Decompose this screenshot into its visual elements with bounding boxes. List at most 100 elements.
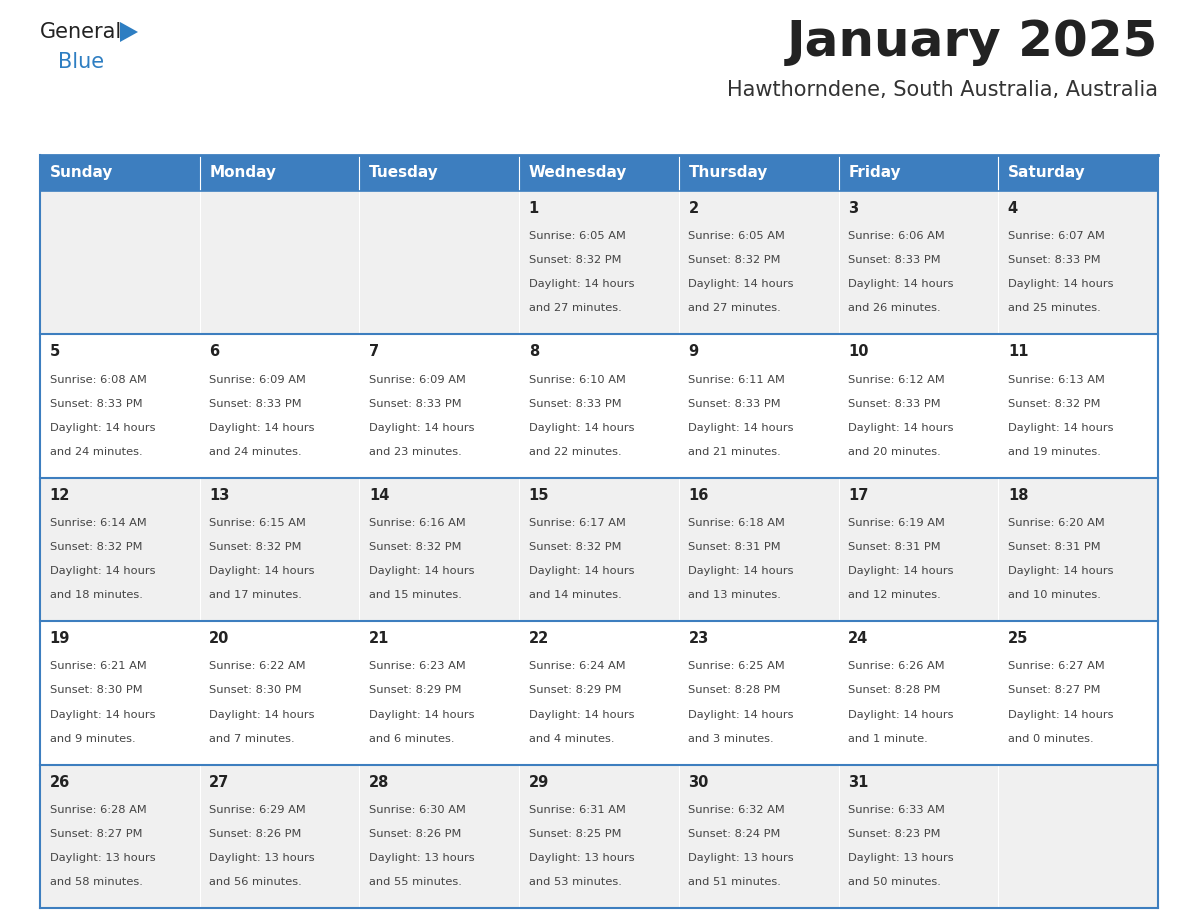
Text: 24: 24 <box>848 632 868 646</box>
Text: Sunset: 8:26 PM: Sunset: 8:26 PM <box>369 829 461 839</box>
Bar <box>40 477 200 621</box>
Text: Sunset: 8:30 PM: Sunset: 8:30 PM <box>50 686 143 696</box>
Text: Daylight: 14 hours: Daylight: 14 hours <box>1007 566 1113 577</box>
Text: and 3 minutes.: and 3 minutes. <box>688 733 775 744</box>
Text: 12: 12 <box>50 487 70 503</box>
Text: 16: 16 <box>688 487 709 503</box>
Text: Sunset: 8:33 PM: Sunset: 8:33 PM <box>209 398 302 409</box>
Text: Sunset: 8:32 PM: Sunset: 8:32 PM <box>529 255 621 265</box>
Text: Wednesday: Wednesday <box>529 165 627 181</box>
Text: Daylight: 13 hours: Daylight: 13 hours <box>369 853 475 863</box>
Text: Daylight: 14 hours: Daylight: 14 hours <box>1007 279 1113 289</box>
Text: 10: 10 <box>848 344 868 360</box>
Text: 19: 19 <box>50 632 70 646</box>
Text: 22: 22 <box>529 632 549 646</box>
Bar <box>40 334 200 477</box>
Bar <box>678 477 839 621</box>
Text: Saturday: Saturday <box>1007 165 1086 181</box>
Text: 13: 13 <box>209 487 229 503</box>
Text: Sunset: 8:27 PM: Sunset: 8:27 PM <box>50 829 143 839</box>
Bar <box>839 477 998 621</box>
Text: and 21 minutes.: and 21 minutes. <box>688 447 782 457</box>
Text: 18: 18 <box>1007 487 1029 503</box>
Text: Sunset: 8:33 PM: Sunset: 8:33 PM <box>50 398 143 409</box>
Bar <box>360 765 519 908</box>
Text: and 13 minutes.: and 13 minutes. <box>688 590 782 600</box>
Text: 30: 30 <box>688 775 709 789</box>
Text: and 19 minutes.: and 19 minutes. <box>1007 447 1101 457</box>
Text: and 20 minutes.: and 20 minutes. <box>848 447 941 457</box>
Bar <box>678 155 839 191</box>
Bar <box>839 765 998 908</box>
Text: 31: 31 <box>848 775 868 789</box>
Text: Sunset: 8:32 PM: Sunset: 8:32 PM <box>1007 398 1100 409</box>
Text: Sunset: 8:33 PM: Sunset: 8:33 PM <box>848 255 941 265</box>
Text: Daylight: 14 hours: Daylight: 14 hours <box>529 422 634 432</box>
Text: Sunset: 8:33 PM: Sunset: 8:33 PM <box>529 398 621 409</box>
Text: and 10 minutes.: and 10 minutes. <box>1007 590 1101 600</box>
Text: Daylight: 13 hours: Daylight: 13 hours <box>688 853 794 863</box>
Text: and 4 minutes.: and 4 minutes. <box>529 733 614 744</box>
Text: Daylight: 14 hours: Daylight: 14 hours <box>209 710 315 720</box>
Bar <box>200 334 360 477</box>
Text: Sunrise: 6:18 AM: Sunrise: 6:18 AM <box>688 518 785 528</box>
Text: 1: 1 <box>529 201 539 216</box>
Text: 21: 21 <box>369 632 390 646</box>
Text: 20: 20 <box>209 632 229 646</box>
Text: and 53 minutes.: and 53 minutes. <box>529 877 621 887</box>
Bar <box>519 191 678 334</box>
Text: Daylight: 14 hours: Daylight: 14 hours <box>848 566 954 577</box>
Text: Sunrise: 6:12 AM: Sunrise: 6:12 AM <box>848 375 944 385</box>
Text: Daylight: 14 hours: Daylight: 14 hours <box>369 422 474 432</box>
Text: and 22 minutes.: and 22 minutes. <box>529 447 621 457</box>
Text: Friday: Friday <box>848 165 901 181</box>
Text: Daylight: 14 hours: Daylight: 14 hours <box>848 710 954 720</box>
Bar <box>200 155 360 191</box>
Text: 23: 23 <box>688 632 709 646</box>
Text: and 55 minutes.: and 55 minutes. <box>369 877 462 887</box>
Text: Thursday: Thursday <box>688 165 767 181</box>
Bar <box>200 477 360 621</box>
Text: Hawthorndene, South Australia, Australia: Hawthorndene, South Australia, Australia <box>727 80 1158 100</box>
Text: 6: 6 <box>209 344 220 360</box>
Text: 26: 26 <box>50 775 70 789</box>
Text: Sunset: 8:26 PM: Sunset: 8:26 PM <box>209 829 302 839</box>
Text: and 1 minute.: and 1 minute. <box>848 733 928 744</box>
Text: Sunset: 8:24 PM: Sunset: 8:24 PM <box>688 829 781 839</box>
Text: Sunset: 8:31 PM: Sunset: 8:31 PM <box>688 542 781 552</box>
Bar <box>519 477 678 621</box>
Text: Sunrise: 6:05 AM: Sunrise: 6:05 AM <box>529 231 626 241</box>
Text: and 15 minutes.: and 15 minutes. <box>369 590 462 600</box>
Bar <box>40 765 200 908</box>
Bar <box>998 191 1158 334</box>
Text: Daylight: 14 hours: Daylight: 14 hours <box>529 279 634 289</box>
Text: 25: 25 <box>1007 632 1029 646</box>
Text: and 24 minutes.: and 24 minutes. <box>209 447 302 457</box>
Text: Sunset: 8:31 PM: Sunset: 8:31 PM <box>1007 542 1100 552</box>
Text: Daylight: 14 hours: Daylight: 14 hours <box>209 566 315 577</box>
Text: Sunset: 8:32 PM: Sunset: 8:32 PM <box>688 255 781 265</box>
Bar <box>360 191 519 334</box>
Text: Daylight: 14 hours: Daylight: 14 hours <box>688 422 794 432</box>
Text: Sunrise: 6:30 AM: Sunrise: 6:30 AM <box>369 805 466 815</box>
Bar <box>839 191 998 334</box>
Text: and 27 minutes.: and 27 minutes. <box>529 304 621 313</box>
Bar <box>360 334 519 477</box>
Text: Sunrise: 6:22 AM: Sunrise: 6:22 AM <box>209 661 307 671</box>
Bar <box>40 155 200 191</box>
Text: 15: 15 <box>529 487 549 503</box>
Text: and 9 minutes.: and 9 minutes. <box>50 733 135 744</box>
Bar <box>360 477 519 621</box>
Text: Sunrise: 6:07 AM: Sunrise: 6:07 AM <box>1007 231 1105 241</box>
Polygon shape <box>120 22 138 42</box>
Bar <box>998 334 1158 477</box>
Text: and 23 minutes.: and 23 minutes. <box>369 447 462 457</box>
Text: Sunrise: 6:29 AM: Sunrise: 6:29 AM <box>209 805 307 815</box>
Text: Sunset: 8:29 PM: Sunset: 8:29 PM <box>529 686 621 696</box>
Text: General: General <box>40 22 122 42</box>
Text: Daylight: 14 hours: Daylight: 14 hours <box>50 710 156 720</box>
Text: 9: 9 <box>688 344 699 360</box>
Text: Daylight: 14 hours: Daylight: 14 hours <box>1007 422 1113 432</box>
Text: Sunrise: 6:28 AM: Sunrise: 6:28 AM <box>50 805 146 815</box>
Bar <box>678 191 839 334</box>
